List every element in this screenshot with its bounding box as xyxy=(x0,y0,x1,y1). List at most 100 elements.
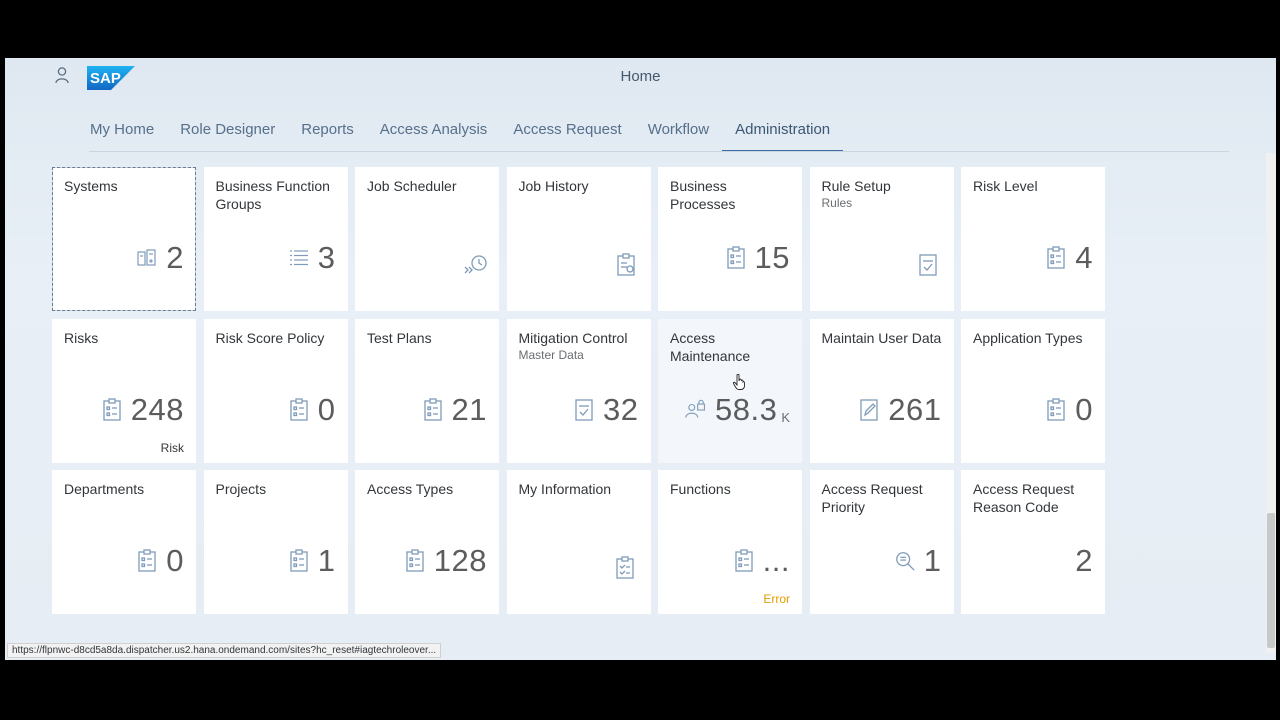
tile-title: Risks xyxy=(64,329,99,346)
tile-title: Application Types xyxy=(973,329,1083,346)
tile-value: ... xyxy=(762,543,790,578)
tile-projects[interactable]: Projects 1 xyxy=(203,470,348,614)
tile-business-processes[interactable]: Business Processes 15 xyxy=(658,167,802,311)
clipboard-icon xyxy=(101,397,123,422)
tile-title: Business Processes xyxy=(670,178,736,212)
document-check-icon xyxy=(918,253,942,279)
tab-my-home[interactable]: My Home xyxy=(90,121,155,138)
tile-my-information[interactable]: My Information xyxy=(506,470,651,614)
tile-value: 2 xyxy=(166,240,184,275)
tile-title: Test Plans xyxy=(367,329,432,346)
tile-value: 4 xyxy=(1075,240,1093,275)
tab-bar-divider xyxy=(89,151,1229,152)
clipboard-icon xyxy=(1045,397,1067,422)
search-detail-icon xyxy=(894,549,916,573)
tile-functions[interactable]: Functions ... Error xyxy=(658,470,802,614)
tile-title: Job Scheduler xyxy=(367,178,457,194)
clipboard-icon xyxy=(288,397,310,422)
hand-cursor-icon xyxy=(733,374,745,390)
tile-value: 1 xyxy=(317,543,336,578)
tile-unit: K xyxy=(781,409,790,425)
tile-title: Projects xyxy=(215,481,267,497)
sap-logo[interactable]: SAP xyxy=(87,66,135,90)
tile-access-maintenance[interactable]: Access Maintenance 58.3 K xyxy=(658,318,802,463)
clipboard-check-icon xyxy=(615,556,639,582)
job-history-icon xyxy=(615,253,639,279)
sap-logo-text: SAP xyxy=(90,70,121,87)
tile-rule-setup[interactable]: Rule Setup Rules xyxy=(809,167,954,311)
tile-application-types[interactable]: Application Types 0 xyxy=(961,318,1105,463)
tile-access-request-priority[interactable]: Access Request Priority 1 xyxy=(809,470,954,614)
tile-maintain-user-data[interactable]: Maintain User Data 261 xyxy=(809,318,954,463)
tab-workflow[interactable]: Workflow xyxy=(647,121,710,138)
scrollbar[interactable] xyxy=(1266,153,1276,653)
tile-title: Departments xyxy=(64,481,145,497)
clipboard-icon xyxy=(422,397,444,422)
tile-title: Maintain User Data xyxy=(821,329,942,346)
tile-title: Risk Score Policy xyxy=(215,329,325,346)
tile-value: 261 xyxy=(888,391,942,427)
tile-title: Access Request Priority xyxy=(821,481,923,515)
tile-value: 1 xyxy=(923,543,942,578)
tile-value: 32 xyxy=(603,391,639,427)
document-check-icon xyxy=(573,398,595,422)
tile-value: 58.3 xyxy=(714,391,778,427)
tile-risk-score-policy[interactable]: Risk Score Policy 0 xyxy=(203,318,348,463)
tab-access-request[interactable]: Access Request xyxy=(513,121,622,138)
scrollbar-thumb[interactable] xyxy=(1267,513,1275,648)
tile-value: 0 xyxy=(1075,391,1093,427)
tile-business-function-groups[interactable]: Business Function Groups 3 xyxy=(203,167,348,311)
browser-viewport: SAP Home My Home Role Designer Reports A… xyxy=(5,58,1276,660)
status-bar-url: https://flpnwc-d8cd5a8da.dispatcher.us2.… xyxy=(7,643,442,658)
tab-bar: My Home Role Designer Reports Access Ana… xyxy=(77,115,844,152)
tile-title: Business Function Groups xyxy=(215,178,330,212)
tile-departments[interactable]: Departments 0 xyxy=(52,470,196,614)
clipboard-icon xyxy=(1045,246,1067,270)
tile-error-status: Error xyxy=(763,592,790,606)
tile-title: Access Maintenance xyxy=(670,329,751,364)
tile-access-types[interactable]: Access Types 128 xyxy=(355,470,499,614)
tile-access-request-reason-code[interactable]: Access Request Reason Code 2 xyxy=(961,470,1105,614)
tab-access-analysis[interactable]: Access Analysis xyxy=(379,121,488,138)
tile-risks[interactable]: Risks 248 Risk xyxy=(52,318,196,463)
tile-value: 15 xyxy=(754,240,790,275)
tile-test-plans[interactable]: Test Plans 21 xyxy=(355,318,499,463)
tile-mitigation-control[interactable]: Mitigation Control Master Data 32 xyxy=(506,318,651,463)
tile-container: Systems 2 Business Function Groups 3 Job… xyxy=(52,167,1105,614)
clipboard-icon xyxy=(136,549,158,573)
tile-title: My Information xyxy=(518,481,612,497)
list-icon xyxy=(288,246,310,270)
clipboard-icon xyxy=(733,549,755,573)
tab-administration[interactable]: Administration xyxy=(722,115,844,152)
tile-value: 128 xyxy=(433,543,487,578)
clipboard-icon xyxy=(725,246,747,270)
tile-value: 3 xyxy=(317,240,336,275)
tile-value: 0 xyxy=(166,543,184,578)
tab-reports[interactable]: Reports xyxy=(301,121,354,138)
edit-icon xyxy=(858,398,880,422)
clipboard-icon xyxy=(404,549,426,573)
tile-job-history[interactable]: Job History xyxy=(506,167,651,311)
tile-title: Job History xyxy=(518,178,589,194)
tile-subtitle: Master Data xyxy=(518,347,584,362)
shell-title: Home xyxy=(620,68,661,85)
tile-value: 248 xyxy=(130,391,184,427)
tile-risk-level[interactable]: Risk Level 4 xyxy=(961,167,1105,311)
tile-job-scheduler[interactable]: Job Scheduler xyxy=(355,167,499,311)
tile-title: Access Types xyxy=(367,481,454,497)
tile-title: Rule Setup xyxy=(821,178,891,194)
tab-role-designer[interactable]: Role Designer xyxy=(180,121,276,138)
tile-title: Mitigation Control xyxy=(518,329,628,346)
tile-title: Functions xyxy=(670,481,731,497)
tile-title: Access Request Reason Code xyxy=(973,481,1075,515)
tile-value: 0 xyxy=(317,391,336,427)
user-icon[interactable] xyxy=(55,66,71,86)
tile-title: Risk Level xyxy=(973,178,1038,194)
user-lock-icon xyxy=(685,398,707,422)
tile-systems[interactable]: Systems 2 xyxy=(52,167,196,311)
tile-title: Systems xyxy=(64,178,118,194)
tile-value: 21 xyxy=(451,391,487,427)
clipboard-icon xyxy=(288,549,310,573)
tile-subtitle: Rules xyxy=(821,196,853,210)
tile-footer: Risk xyxy=(160,440,184,455)
